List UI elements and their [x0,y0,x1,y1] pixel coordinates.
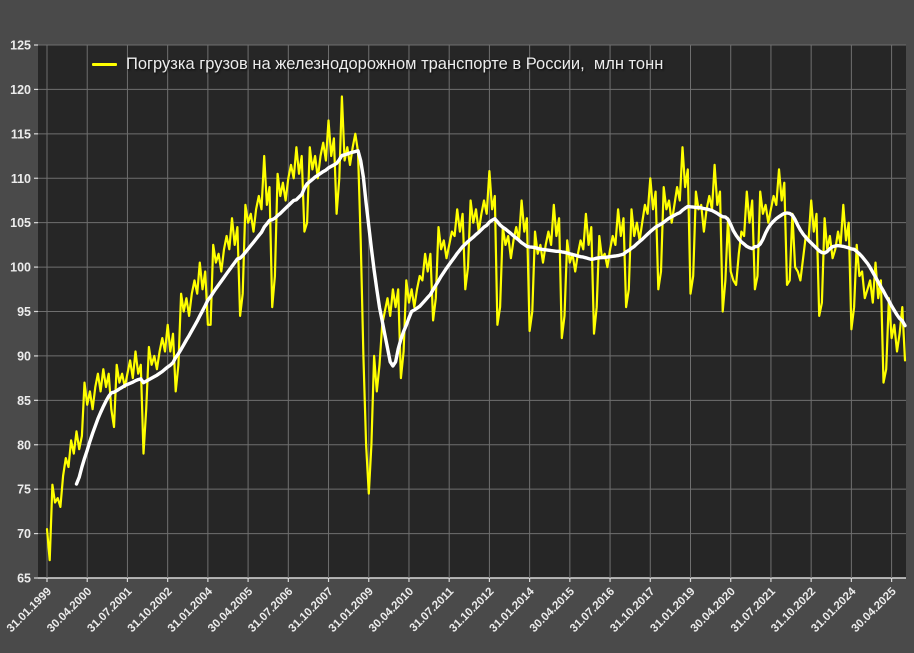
y-axis-label: 125 [10,39,31,53]
y-axis-label: 65 [17,572,31,586]
y-axis-label: 100 [10,261,31,275]
series-moving-average-line [74,148,907,486]
y-axis-label: 105 [10,216,31,230]
y-axis-label: 110 [11,172,31,186]
y-axis-label: 75 [17,483,31,497]
legend: Погрузка грузов на железнодорожном транс… [92,55,663,74]
legend-label: Погрузка грузов на железнодорожном транс… [126,55,664,73]
y-axis-label: 115 [11,127,31,141]
y-axis-label: 70 [17,527,31,541]
series-monthly-line [45,95,907,562]
legend-line-swatch [92,63,117,66]
y-axis-label: 80 [17,438,31,452]
y-axis-label: 85 [17,394,31,408]
y-axis-label: 95 [17,305,31,319]
y-axis-label: 90 [17,349,31,363]
y-axis-label: 120 [10,83,31,97]
